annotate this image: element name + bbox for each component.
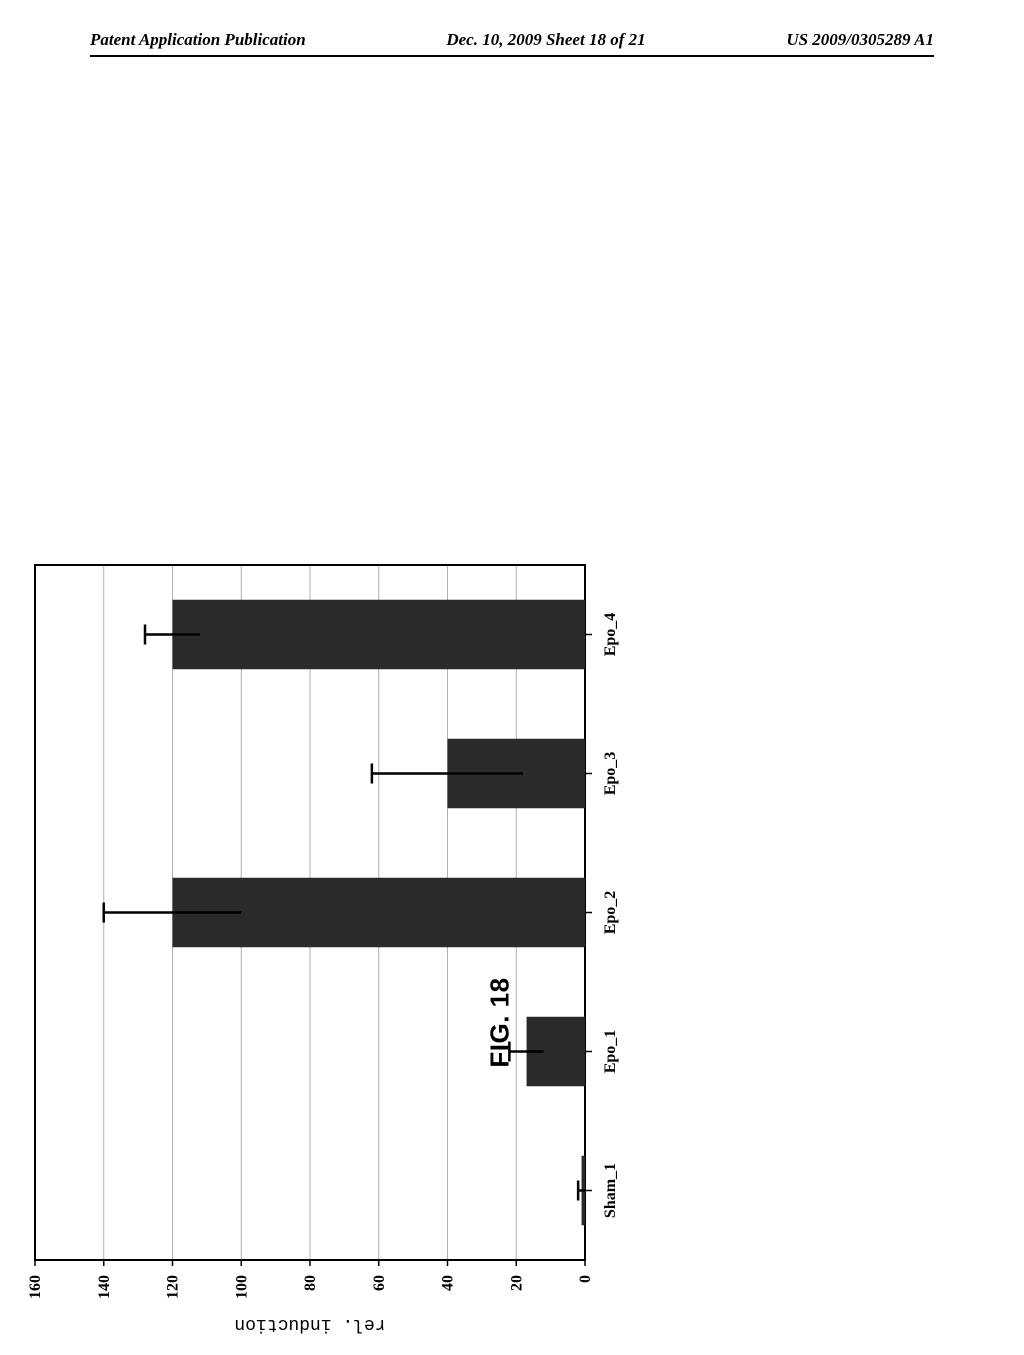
figure-18: 020406080100120140160Sham_1Epo_1Epo_2Epo…	[150, 200, 850, 1050]
svg-text:60: 60	[371, 1275, 388, 1291]
svg-text:80: 80	[302, 1275, 319, 1291]
svg-text:20: 20	[508, 1275, 525, 1291]
header-center: Dec. 10, 2009 Sheet 18 of 21	[446, 30, 645, 50]
header-rule	[90, 55, 934, 57]
svg-text:Epo_2: Epo_2	[602, 891, 619, 935]
header-left: Patent Application Publication	[90, 30, 306, 50]
svg-text:140: 140	[96, 1275, 113, 1299]
svg-text:Epo_3: Epo_3	[602, 752, 619, 796]
svg-text:Epo_4: Epo_4	[602, 613, 619, 657]
figure-label: FIG. 18	[485, 977, 516, 1067]
svg-text:rel. induction: rel. induction	[234, 1314, 385, 1334]
svg-text:Epo_1: Epo_1	[602, 1030, 619, 1074]
svg-text:120: 120	[165, 1275, 182, 1299]
svg-text:0: 0	[577, 1275, 594, 1283]
page-header: Patent Application Publication Dec. 10, …	[0, 0, 1024, 55]
header-right: US 2009/0305289 A1	[786, 30, 934, 50]
chart-rotated-wrapper: 0 20 40 60 80 100 120 140 160 Sham_1 Epo_1 Epo_2 Epo…	[0, 505, 695, 1355]
svg-text:160: 160	[27, 1275, 44, 1299]
svg-text:40: 40	[440, 1275, 457, 1291]
bar-chart: 0 20 40 60 80 100 120 140 160 Sham_1 Epo_1 Epo_2 Epo…	[0, 505, 695, 1355]
svg-text:100: 100	[233, 1275, 250, 1299]
svg-text:Sham_1: Sham_1	[602, 1163, 619, 1218]
